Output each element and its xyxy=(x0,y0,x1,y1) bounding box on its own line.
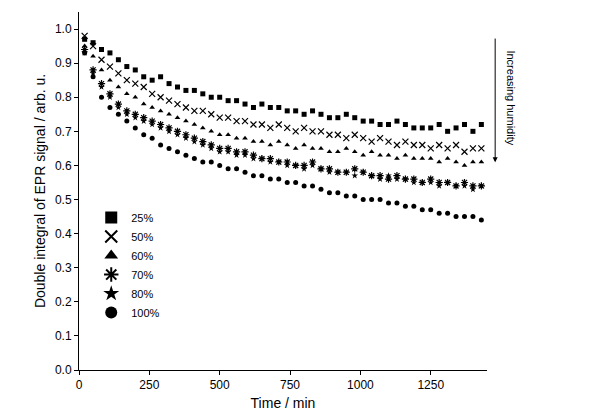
svg-text:250: 250 xyxy=(139,378,159,392)
svg-text:0.7: 0.7 xyxy=(55,125,72,139)
svg-text:0.8: 0.8 xyxy=(55,90,72,104)
svg-text:Double integral of EPR signal: Double integral of EPR signal / arb. u. xyxy=(32,74,48,308)
svg-text:1250: 1250 xyxy=(417,378,444,392)
svg-text:80%: 80% xyxy=(131,288,153,300)
svg-text:0.4: 0.4 xyxy=(55,227,72,241)
svg-text:100%: 100% xyxy=(131,307,159,319)
svg-text:0.0: 0.0 xyxy=(55,363,72,377)
svg-text:1.0: 1.0 xyxy=(55,22,72,36)
svg-text:0.2: 0.2 xyxy=(55,295,72,309)
svg-text:Increasing humidity: Increasing humidity xyxy=(505,50,517,145)
svg-text:1000: 1000 xyxy=(347,378,374,392)
svg-text:0: 0 xyxy=(76,378,83,392)
svg-text:0.5: 0.5 xyxy=(55,193,72,207)
svg-text:750: 750 xyxy=(280,378,300,392)
svg-text:25%: 25% xyxy=(131,212,153,224)
svg-text:60%: 60% xyxy=(131,250,153,262)
svg-text:0.6: 0.6 xyxy=(55,159,72,173)
svg-text:0.3: 0.3 xyxy=(55,261,72,275)
svg-text:500: 500 xyxy=(210,378,230,392)
svg-text:0.1: 0.1 xyxy=(55,329,72,343)
svg-text:50%: 50% xyxy=(131,231,153,243)
svg-text:Time / min: Time / min xyxy=(251,395,316,411)
svg-text:70%: 70% xyxy=(131,269,153,281)
svg-text:0.9: 0.9 xyxy=(55,56,72,70)
